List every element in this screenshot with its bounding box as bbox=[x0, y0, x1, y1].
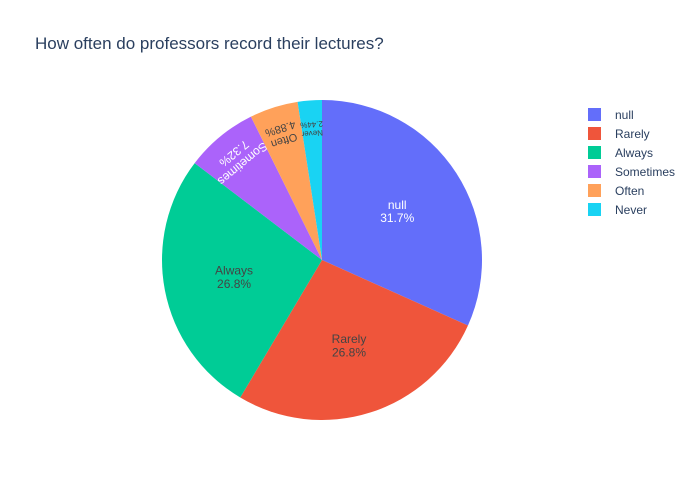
legend-swatch bbox=[588, 108, 601, 121]
slice-label: Never2.44% bbox=[300, 119, 324, 139]
pie-slice-never[interactable] bbox=[297, 100, 322, 260]
legend-item-rarely[interactable]: Rarely bbox=[588, 124, 675, 143]
legend: null Rarely Always Sometimes Often Never bbox=[588, 105, 675, 219]
legend-label: Rarely bbox=[615, 126, 650, 141]
legend-label: Often bbox=[615, 183, 645, 198]
pie-slice-null[interactable] bbox=[322, 100, 482, 326]
legend-item-sometimes[interactable]: Sometimes bbox=[588, 162, 675, 181]
legend-swatch bbox=[588, 203, 601, 216]
slice-label: Always 26.8% bbox=[215, 264, 253, 291]
legend-label: null bbox=[615, 107, 634, 122]
legend-item-always[interactable]: Always bbox=[588, 143, 675, 162]
chart-title: How often do professors record their lec… bbox=[35, 34, 384, 53]
legend-item-never[interactable]: Never bbox=[588, 200, 675, 219]
legend-item-often[interactable]: Often bbox=[588, 181, 675, 200]
pie-slice-always[interactable] bbox=[162, 163, 322, 398]
legend-label: Always bbox=[615, 145, 654, 160]
legend-label: Sometimes bbox=[615, 164, 676, 179]
pie-slice-sometimes[interactable] bbox=[194, 116, 322, 261]
legend-swatch bbox=[588, 184, 601, 197]
legend-swatch bbox=[588, 146, 601, 159]
legend-swatch bbox=[588, 127, 601, 140]
legend-swatch bbox=[588, 165, 601, 178]
pie-slice-often[interactable] bbox=[250, 101, 322, 260]
legend-item-null[interactable]: null bbox=[588, 105, 675, 124]
pie-slice-rarely[interactable] bbox=[240, 260, 468, 421]
slice-label: null 31.7% bbox=[380, 198, 414, 225]
slice-label: Rarely 26.8% bbox=[332, 332, 367, 359]
legend-label: Never bbox=[615, 202, 648, 217]
